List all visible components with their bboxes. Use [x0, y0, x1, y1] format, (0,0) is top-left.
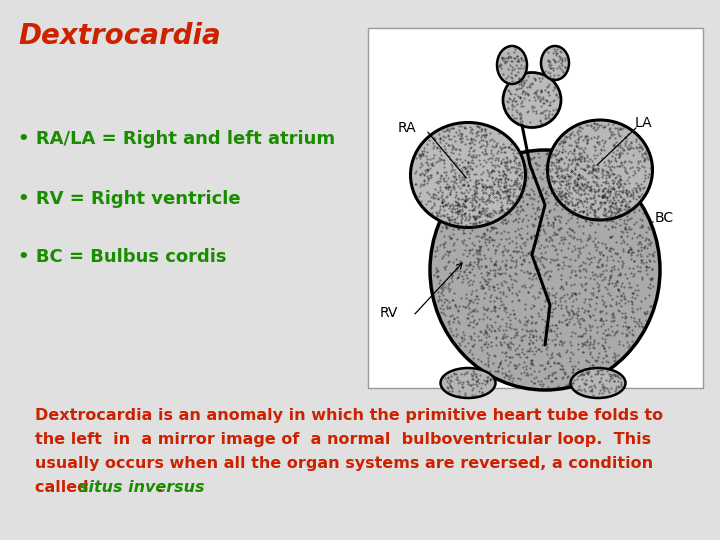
- Text: called: called: [35, 480, 94, 495]
- Text: • RV = Right ventricle: • RV = Right ventricle: [18, 190, 240, 208]
- Ellipse shape: [497, 46, 527, 84]
- Text: the left  in  a mirror image of  a normal  bulboventricular loop.  This: the left in a mirror image of a normal b…: [35, 432, 651, 447]
- Ellipse shape: [541, 46, 569, 80]
- Ellipse shape: [503, 72, 561, 127]
- Ellipse shape: [410, 123, 526, 227]
- Text: usually occurs when all the organ systems are reversed, a condition: usually occurs when all the organ system…: [35, 456, 653, 471]
- Ellipse shape: [547, 120, 652, 220]
- Text: LA: LA: [635, 116, 652, 130]
- Ellipse shape: [441, 368, 495, 398]
- Text: Dextrocardia is an anomaly in which the primitive heart tube folds to: Dextrocardia is an anomaly in which the …: [35, 408, 663, 423]
- Text: situs inversus: situs inversus: [79, 480, 204, 495]
- Text: RV: RV: [380, 306, 398, 320]
- Text: • BC = Bulbus cordis: • BC = Bulbus cordis: [18, 248, 227, 266]
- Text: .: .: [157, 480, 163, 495]
- Bar: [368, 28, 703, 388]
- Text: • RA/LA = Right and left atrium: • RA/LA = Right and left atrium: [18, 130, 335, 148]
- Text: Dextrocardia: Dextrocardia: [18, 22, 221, 50]
- Text: BC: BC: [655, 211, 674, 225]
- Ellipse shape: [570, 368, 626, 398]
- Ellipse shape: [430, 150, 660, 390]
- Text: RA: RA: [398, 121, 417, 135]
